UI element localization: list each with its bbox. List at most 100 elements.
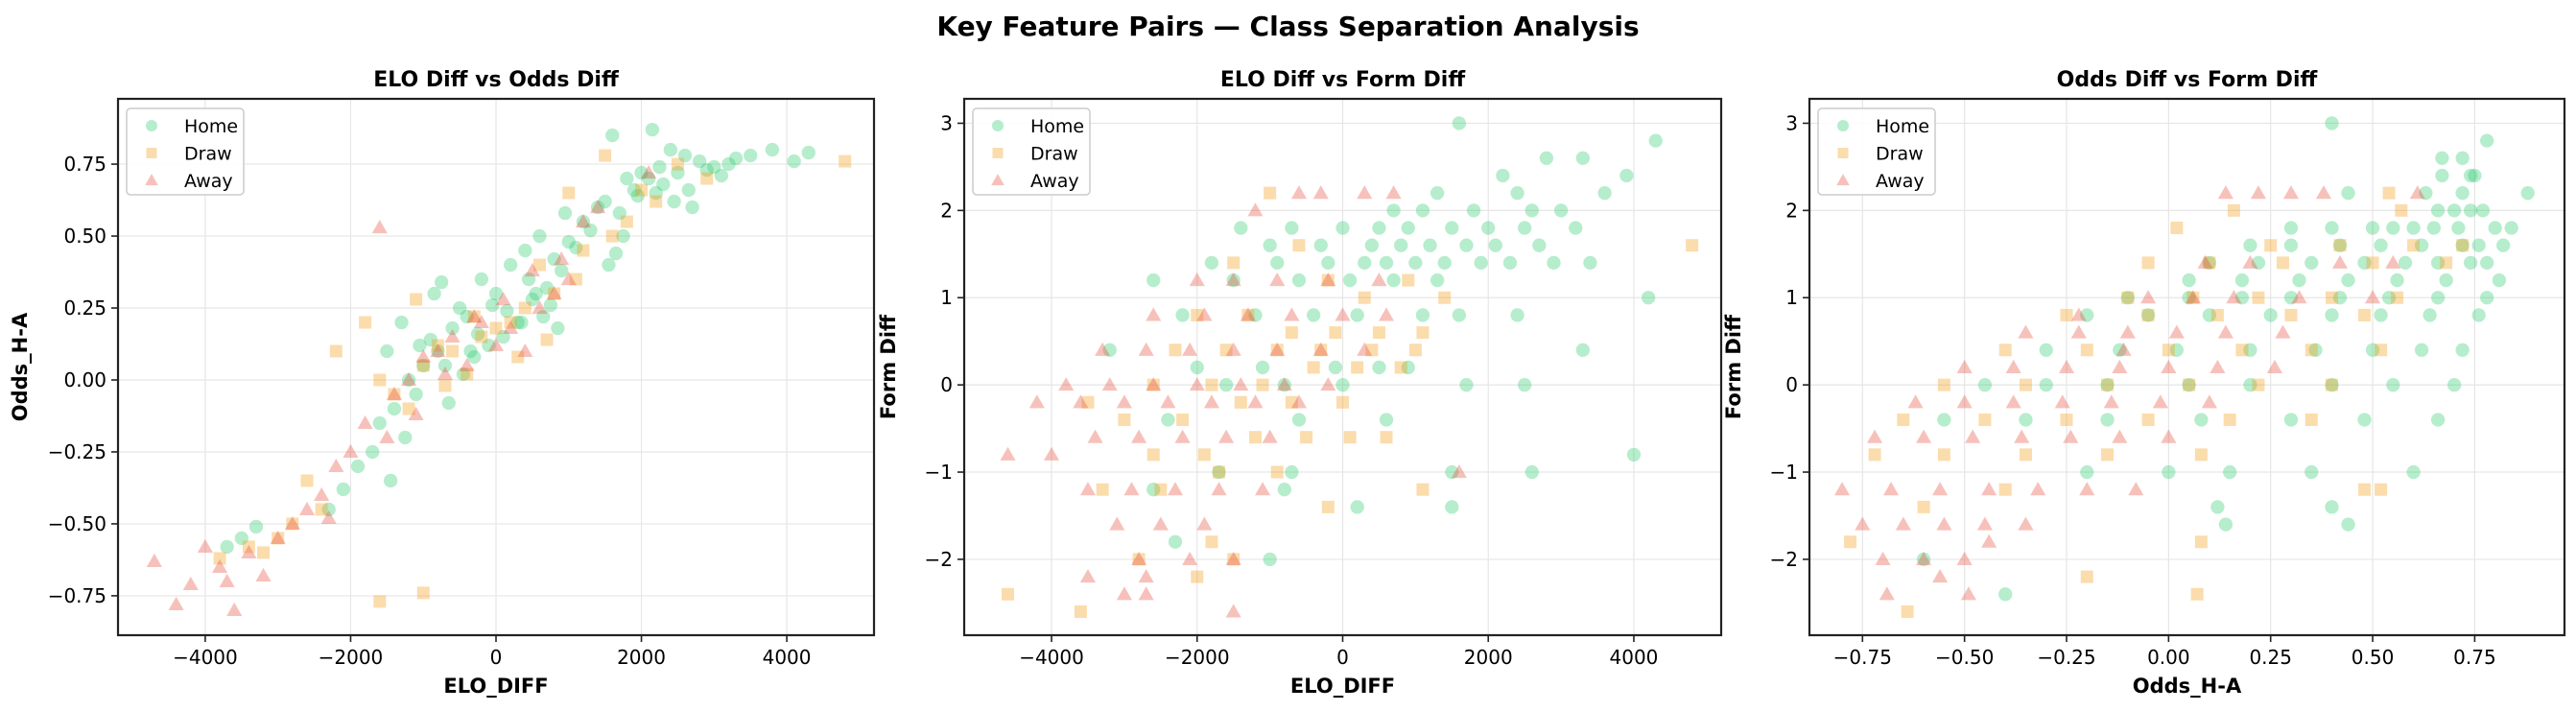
x-axis-label: ELO_DIFF	[1290, 675, 1395, 698]
subplot-title: ELO Diff vs Form Diff	[1220, 68, 1466, 92]
circle-marker	[460, 309, 474, 324]
circle-marker	[1386, 203, 1401, 218]
triangle-marker	[575, 213, 591, 228]
square-marker	[1081, 395, 1095, 409]
circle-marker	[1998, 587, 2013, 602]
circle-marker	[1386, 273, 1401, 288]
triangle-marker	[2275, 324, 2291, 339]
circle-marker	[2430, 203, 2446, 218]
grid-lines	[1809, 99, 2564, 635]
square-marker	[511, 350, 525, 364]
square-marker	[329, 344, 343, 358]
triangle-marker	[2018, 324, 2034, 339]
square-marker	[1285, 326, 1298, 340]
triangle-marker	[2103, 394, 2119, 409]
circle-marker	[2234, 291, 2250, 305]
square-marker	[416, 359, 430, 372]
circle-marker	[2488, 221, 2502, 235]
square-marker	[635, 183, 649, 197]
triangle-marker	[1976, 516, 1993, 531]
circle-marker	[555, 263, 569, 278]
square-marker	[388, 388, 401, 401]
circle-marker	[667, 194, 681, 209]
square-marker	[272, 532, 285, 545]
triangle-marker	[473, 314, 489, 329]
circle-marker	[2414, 343, 2429, 357]
square-marker	[1256, 378, 1269, 391]
y-axis-ticks: −2 −1 0 1 2 3	[1770, 111, 1809, 571]
circle-marker	[482, 338, 496, 353]
triangle-marker	[1916, 429, 1932, 443]
triangle-marker	[1196, 516, 1213, 531]
square-marker	[1416, 326, 1430, 340]
circle-marker	[2243, 238, 2257, 252]
circle-marker	[2464, 255, 2478, 271]
circle-marker	[2182, 377, 2196, 392]
circle-marker	[456, 367, 471, 382]
triangle-marker	[1320, 377, 1336, 391]
circle-marker	[452, 300, 467, 316]
circle-marker	[2100, 377, 2115, 392]
y-tick-label: 3	[940, 111, 953, 134]
circle-marker	[398, 430, 413, 445]
square-marker	[1270, 465, 1284, 479]
circle-marker	[1313, 238, 1328, 252]
circle-marker	[467, 349, 482, 365]
circle-marker	[681, 182, 696, 198]
circle-marker	[2390, 273, 2404, 288]
square-marker	[1408, 344, 1422, 357]
triangle-marker	[2291, 290, 2307, 304]
y-tick-label: −0.75	[48, 584, 106, 607]
circle-marker	[1204, 255, 1219, 271]
triangle-marker	[1378, 307, 1395, 321]
circle-marker	[2080, 464, 2094, 480]
legend: Home Draw Away	[972, 107, 1091, 196]
series-away	[146, 165, 657, 616]
x-tick-label: 2000	[1464, 646, 1513, 669]
legend-label-home: Home	[1030, 116, 1084, 137]
circle-marker	[1161, 413, 1175, 427]
circle-marker	[2243, 343, 2257, 357]
circle-marker	[557, 205, 573, 221]
y-tick-label: 0.25	[63, 296, 106, 320]
triangle-marker	[2210, 359, 2226, 373]
square-marker	[438, 379, 452, 392]
triangle-marker	[1269, 342, 1286, 356]
square-marker	[2060, 308, 2073, 321]
triangle-marker	[2226, 290, 2242, 304]
square-marker	[2141, 256, 2155, 270]
triangle-marker	[1240, 307, 1256, 321]
circle-marker	[1430, 273, 1445, 288]
triangle-marker	[2168, 324, 2185, 339]
circle-marker	[1226, 273, 1241, 288]
square-marker	[569, 273, 582, 286]
triangle-marker	[197, 538, 213, 553]
circle-marker	[1335, 377, 1350, 392]
circle-marker	[2520, 186, 2535, 201]
triangle-marker	[1875, 551, 1891, 565]
circle-marker	[2325, 116, 2339, 130]
square-marker	[2019, 378, 2032, 391]
square-marker	[2203, 256, 2216, 270]
y-tick-label: 0.00	[63, 368, 106, 391]
legend-triangle-icon	[145, 174, 158, 186]
circle-marker	[2223, 464, 2237, 480]
circle-marker	[485, 297, 500, 313]
circle-marker	[1415, 308, 1430, 322]
circle-marker	[1263, 552, 1277, 567]
legend-label-draw: Draw	[184, 144, 232, 165]
square-marker	[2141, 413, 2155, 426]
circle-marker	[423, 332, 437, 347]
circle-marker	[2455, 186, 2470, 201]
triangle-marker	[328, 458, 344, 473]
triangle-marker	[2115, 342, 2132, 356]
circle-marker	[372, 415, 387, 431]
square-marker	[1227, 256, 1241, 270]
square-marker	[2382, 186, 2396, 200]
x-tick-label: 0	[490, 646, 503, 669]
circle-marker	[2202, 255, 2217, 271]
circle-marker	[2325, 500, 2339, 514]
triangle-marker	[1073, 394, 1089, 409]
circle-marker	[1372, 360, 1386, 375]
triangle-marker	[2030, 482, 2046, 496]
